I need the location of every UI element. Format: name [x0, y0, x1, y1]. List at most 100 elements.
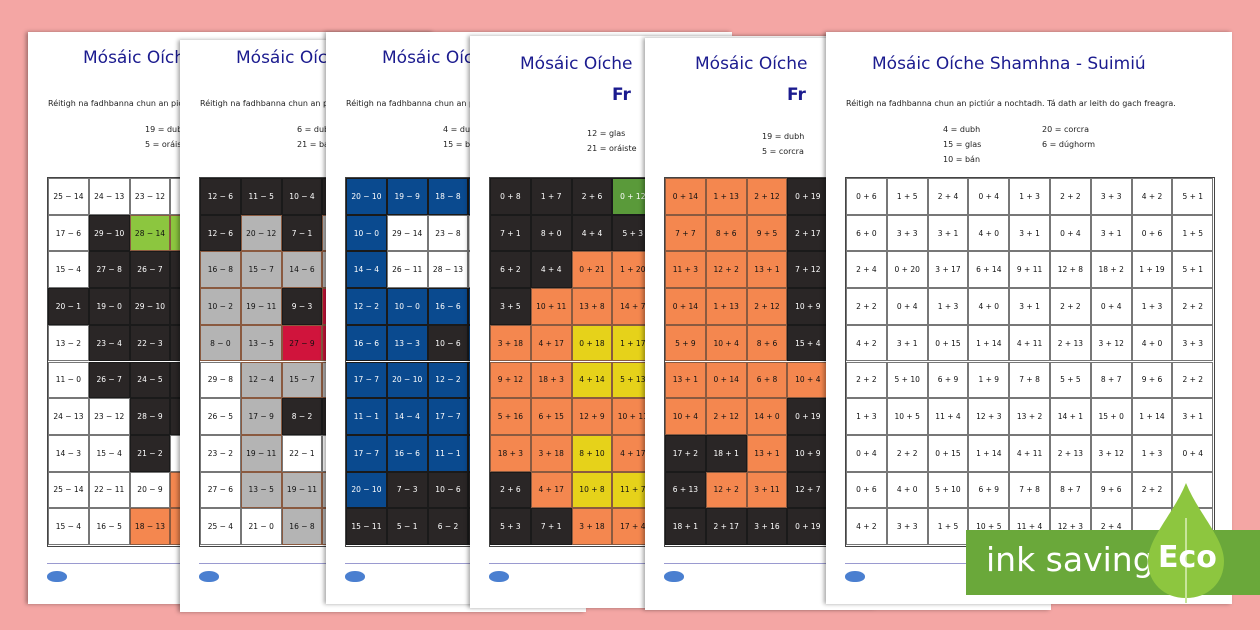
mosaic-cell: 2 + 2: [1172, 288, 1214, 325]
mosaic-cell: 0 + 4: [886, 288, 928, 325]
mosaic-cell: 9 + 6: [1090, 471, 1132, 509]
mosaic-cell: 3 + 1: [1009, 214, 1050, 252]
leaf-drop-icon: [1148, 483, 1224, 603]
mosaic-cell: 17 − 9: [240, 398, 282, 435]
mosaic-cell: 1 + 3: [1131, 434, 1173, 472]
worksheet-title: Mósáic Oíche: [520, 54, 633, 74]
mosaic-cell: 6 − 2: [427, 508, 469, 545]
mosaic-grid: 20 − 10 19 − 9 18 − 8 10 − 0 29 − 14 23 − 8 14…: [345, 177, 716, 547]
twinkl-logo: [664, 571, 684, 582]
mosaic-cell: 1 + 3: [1131, 288, 1173, 325]
mosaic-cell: 1 + 19: [1131, 251, 1173, 289]
mosaic-cell: 12 − 6: [200, 178, 241, 215]
mosaic-cell: 13 + 2: [1009, 398, 1050, 435]
mosaic-cell: 12 + 8: [1050, 251, 1091, 289]
mosaic-cell: 7 + 7: [665, 214, 706, 252]
mosaic-cell: 2 + 2: [1050, 288, 1091, 325]
mosaic-cell: 17 − 7: [346, 361, 387, 399]
mosaic-cell: 19 − 9: [386, 178, 428, 215]
mosaic-cell: 4 + 0: [886, 471, 928, 509]
mosaic-cell: 6 + 8: [746, 361, 788, 399]
mosaic-cell: 1 + 5: [927, 508, 969, 545]
ink-saving-label: ink saving: [986, 540, 1154, 579]
color-key: 19 = dubh: [145, 125, 188, 134]
twinkl-logo: [345, 571, 365, 582]
mosaic-cell: 2 + 13: [1050, 324, 1091, 362]
mosaic-cell: 4 + 4: [530, 251, 572, 289]
mosaic-cell: 2 + 2: [1172, 361, 1214, 399]
mosaic-cell: 29 − 10: [88, 214, 130, 252]
mosaic-cell: 23 − 12: [129, 178, 171, 215]
mosaic-cell: 4 + 11: [1009, 324, 1050, 362]
mosaic-cell: 11 − 1: [427, 434, 469, 472]
color-key: 5 = corcra: [762, 147, 804, 156]
mosaic-cell: 15 − 4: [48, 508, 89, 545]
mosaic-cell: 24 − 5: [129, 361, 171, 399]
mosaic-cell: 20 − 1: [48, 288, 89, 325]
mosaic-cell: 1 + 3: [1009, 178, 1050, 215]
mosaic-cell: 2 + 17: [787, 214, 829, 252]
mosaic-cell: 6 + 14: [968, 251, 1010, 289]
mosaic-cell: 13 + 1: [665, 361, 706, 399]
mosaic-cell: 20 − 9: [129, 471, 171, 509]
mosaic-cell: 0 + 19: [787, 178, 829, 215]
mosaic-cell: 12 − 6: [200, 214, 241, 252]
mosaic-cell: 16 − 6: [427, 288, 469, 325]
mosaic-cell: 1 + 7: [530, 178, 572, 215]
mosaic-cell: 10 + 5: [886, 398, 928, 435]
mosaic-cell: 3 + 11: [746, 471, 788, 509]
worksheet-title-line2: Fr: [787, 85, 806, 105]
mosaic-cell: 5 − 1: [386, 508, 428, 545]
mosaic-cell: 16 − 6: [346, 324, 387, 362]
mosaic-cell: 2 + 17: [705, 508, 747, 545]
mosaic-cell: 10 + 9: [787, 288, 829, 325]
mosaic-cell: 4 + 17: [530, 324, 572, 362]
mosaic-cell: 12 + 7: [787, 471, 829, 509]
mosaic-cell: 20 − 10: [346, 178, 387, 215]
mosaic-cell: 5 + 1: [1172, 178, 1214, 215]
mosaic-cell: 0 + 15: [927, 434, 969, 472]
mosaic-cell: 15 − 7: [240, 251, 282, 289]
mosaic-cell: 20 − 12: [240, 214, 282, 252]
worksheet-6: Mósáic Oíche Shamhna - Suimiú Réitigh na …: [826, 32, 1232, 604]
mosaic-cell: 3 + 3: [1090, 178, 1132, 215]
mosaic-cell: 1 + 9: [968, 361, 1010, 399]
mosaic-cell: 2 + 4: [927, 178, 969, 215]
mosaic-cell: 3 + 5: [490, 288, 531, 325]
mosaic-cell: 5 + 10: [927, 471, 969, 509]
mosaic-cell: 23 − 4: [88, 324, 130, 362]
mosaic-cell: 0 + 14: [705, 361, 747, 399]
mosaic-cell: 5 + 10: [886, 361, 928, 399]
mosaic-cell: 3 + 3: [886, 508, 928, 545]
mosaic-cell: 0 + 21: [571, 251, 613, 289]
mosaic-cell: 0 + 6: [846, 178, 887, 215]
mosaic-cell: 28 − 14: [129, 214, 171, 252]
mosaic-cell: 18 + 1: [705, 434, 747, 472]
mosaic-cell: 25 − 14: [48, 178, 89, 215]
mosaic-cell: 29 − 14: [386, 214, 428, 252]
mosaic-cell: 7 + 1: [490, 214, 531, 252]
mosaic-cell: 4 + 11: [1009, 434, 1050, 472]
mosaic-cell: 13 + 1: [746, 251, 788, 289]
mosaic-cell: 1 + 5: [1172, 214, 1214, 252]
mosaic-cell: 14 − 4: [386, 398, 428, 435]
mosaic-cell: 8 − 0: [200, 324, 241, 362]
mosaic-cell: 18 − 13: [129, 508, 171, 545]
mosaic-cell: 6 + 15: [530, 398, 572, 435]
mosaic-cell: 17 − 7: [346, 434, 387, 472]
mosaic-cell: 9 + 5: [746, 214, 788, 252]
mosaic-cell: 3 + 18: [490, 324, 531, 362]
mosaic-cell: 14 − 3: [48, 434, 89, 472]
mosaic-cell: 3 + 1: [927, 214, 969, 252]
mosaic-cell: 26 − 7: [129, 251, 171, 289]
mosaic-cell: 0 + 4: [1090, 288, 1132, 325]
mosaic-cell: 3 + 16: [746, 508, 788, 545]
mosaic-cell: 19 − 0: [88, 288, 130, 325]
mosaic-cell: 28 − 13: [427, 251, 469, 289]
mosaic-cell: 18 − 8: [427, 178, 469, 215]
mosaic-cell: 0 + 19: [787, 508, 829, 545]
mosaic-cell: 1 + 13: [705, 178, 747, 215]
mosaic-cell: 2 + 12: [746, 178, 788, 215]
mosaic-cell: 2 + 2: [846, 361, 887, 399]
